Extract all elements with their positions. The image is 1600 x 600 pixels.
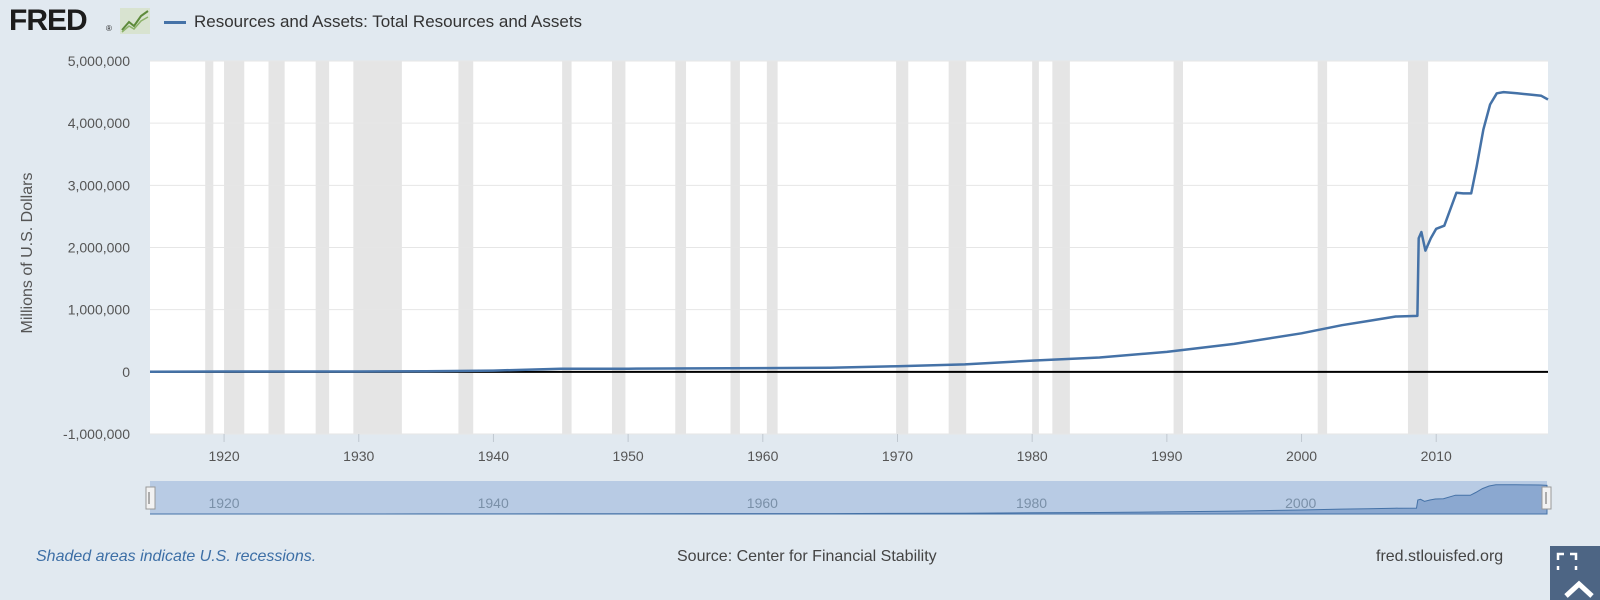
series-layer <box>149 90 1549 373</box>
navigator-series-area <box>150 484 1548 515</box>
y-tick-label-4: 3,000,000 <box>68 177 130 193</box>
navigator-tick-label-2: 1960 <box>747 495 778 511</box>
y-tick-label-2: 1,000,000 <box>68 302 130 318</box>
x-tick-label-7: 1990 <box>1151 448 1182 464</box>
x-tick-label-1: 1930 <box>343 448 374 464</box>
legend-series-label: Resources and Assets: Total Resources an… <box>194 12 583 31</box>
navigator-tick-label-1: 1940 <box>478 495 509 511</box>
chart-canvas: -1,000,000 0 1,000,000 2,000,000 3,000,000 4,… <box>19 53 1552 515</box>
navigator-tick-label-0: 1920 <box>208 495 239 511</box>
navigator-tick-label-3: 1980 <box>1016 495 1047 511</box>
line-chart-icon <box>120 8 150 34</box>
legend-swatch <box>164 20 186 24</box>
x-tick-label-5: 1970 <box>882 448 913 464</box>
y-tick-label-3: 2,000,000 <box>68 240 130 256</box>
x-axis: 1920 1930 1940 1950 1960 1970 1980 1990 2000 2010 <box>208 434 1452 464</box>
fullscreen-button[interactable] <box>1550 546 1600 600</box>
y-tick-label-5: 4,000,000 <box>68 115 130 131</box>
chart-header: FRED ® Resources and Assets: Total Resou… <box>0 0 1600 44</box>
x-tick-label-4: 1960 <box>747 448 778 464</box>
x-tick-label-3: 1950 <box>613 448 644 464</box>
grid-lines <box>150 60 1548 435</box>
series-line-0 <box>149 90 1549 373</box>
y-axis: -1,000,000 0 1,000,000 2,000,000 3,000,000 4,… <box>63 53 130 442</box>
chevron-up-icon <box>1564 580 1594 598</box>
site-link[interactable]: fred.stlouisfed.org <box>1376 548 1504 565</box>
source-text: Source: Center for Financial Stability <box>677 548 937 565</box>
x-tick-label-9: 2010 <box>1421 448 1452 464</box>
navigator-tick-label-4: 2000 <box>1285 495 1316 511</box>
navigator-handle-left <box>145 486 156 510</box>
y-axis-label: Millions of U.S. Dollars <box>19 173 36 334</box>
x-tick-label-8: 2000 <box>1286 448 1317 464</box>
recession-note: Shaded areas indicate U.S. recessions. <box>36 548 317 565</box>
navigator-background <box>150 481 1547 514</box>
registered-mark: ® <box>106 24 112 33</box>
x-tick-label-0: 1920 <box>208 448 239 464</box>
y-tick-label-0: -1,000,000 <box>63 426 130 442</box>
x-tick-label-2: 1940 <box>478 448 509 464</box>
chart-legend[interactable]: Resources and Assets: Total Resources an… <box>164 12 582 32</box>
fullscreen-icon <box>1556 552 1594 598</box>
fred-logo[interactable]: FRED <box>9 4 88 37</box>
y-tick-label-6: 5,000,000 <box>68 53 130 69</box>
x-tick-label-6: 1980 <box>1017 448 1048 464</box>
y-tick-label-1: 0 <box>122 364 130 380</box>
range-navigator[interactable]: 1920 1940 1960 1980 2000 <box>145 481 1552 515</box>
